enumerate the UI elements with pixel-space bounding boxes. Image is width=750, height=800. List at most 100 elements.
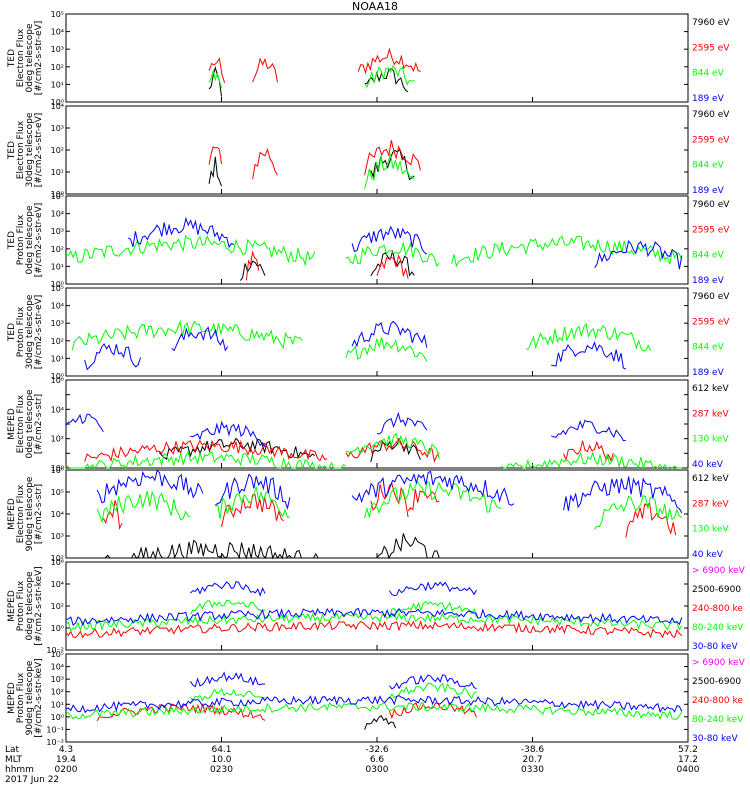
series-trace <box>208 146 222 165</box>
y-tick-label: 10⁴ <box>51 210 64 219</box>
y-axis-label: MEPED <box>7 408 17 440</box>
y-axis-label: 30deg telescope <box>25 112 35 187</box>
series-trace <box>252 147 278 180</box>
x-tick-label-lat: 57.2 <box>678 745 698 755</box>
y-tick-label: 10³ <box>51 45 64 54</box>
y-tick-label: 10⁻² <box>46 646 64 655</box>
legend-entry: > 6900 keV <box>692 566 746 576</box>
series-trace <box>158 437 316 460</box>
series-trace <box>357 47 421 75</box>
y-tick-label: 10² <box>51 337 64 346</box>
x-tick-label-mlt: 20.7 <box>522 755 542 765</box>
y-axis-label: MEPED <box>7 682 17 714</box>
legend-entry: 2595 eV <box>692 225 730 235</box>
y-axis-label: TED <box>7 141 17 160</box>
footer-hhmm-label: hhmm <box>5 765 34 775</box>
y-axis-label: [#/cm2-s-str-eV] <box>34 21 44 96</box>
series-trace <box>102 500 123 530</box>
series-trace <box>551 341 627 370</box>
legend-entry: 612 keV <box>692 384 729 394</box>
series-trace <box>388 701 477 720</box>
legend-entry: 80-240 keV <box>692 623 744 633</box>
series-trace <box>551 419 626 442</box>
y-tick-label: 10⁴ <box>51 580 64 589</box>
y-tick-label: 10⁶ <box>51 376 64 385</box>
series-trace <box>208 69 222 88</box>
panel-frame <box>65 287 689 377</box>
y-tick-label: 10⁰ <box>51 280 64 289</box>
legend-entry: 844 eV <box>692 69 725 79</box>
series-trace <box>189 687 266 704</box>
x-tick-label-hhmm: 0230 <box>210 765 233 775</box>
y-axis-label: Electron Flux <box>16 394 26 453</box>
y-tick-label: 10² <box>51 435 64 444</box>
legend-entry: 287 keV <box>692 409 729 419</box>
panel-frame <box>65 379 689 469</box>
panel-4: 10⁰ 10² 10⁴ 10⁶ MEPED Electron Flux 0deg teles… <box>7 376 729 473</box>
y-tick-label: 10⁴ <box>51 28 64 37</box>
series-trace <box>364 480 502 519</box>
y-tick-label: 10⁰ <box>51 464 64 473</box>
y-axis-label: [#/cm2-s-str-eV] <box>34 203 44 278</box>
y-tick-label: 10¹ <box>51 80 64 89</box>
series-trace <box>389 674 477 690</box>
x-tick-label-lat: -32.6 <box>365 745 389 755</box>
series-trace <box>625 501 677 538</box>
y-tick-label: 10¹ <box>51 262 64 271</box>
x-tick-label-mlt: 19.4 <box>56 755 76 765</box>
series-trace <box>594 239 683 270</box>
series-trace <box>376 533 440 560</box>
series-trace <box>96 490 191 523</box>
legend-entry: 2595 eV <box>692 135 730 145</box>
series-trace <box>351 225 428 255</box>
series-trace <box>526 322 652 352</box>
series-trace <box>65 620 683 639</box>
series-trace <box>370 437 421 463</box>
x-tick-label-mlt: 17.2 <box>678 755 698 765</box>
x-tick-label-hhmm: 0330 <box>521 765 544 775</box>
y-tick-label: 10² <box>51 146 64 155</box>
series-trace <box>84 439 328 462</box>
x-tick-label-mlt: 10.0 <box>211 755 231 765</box>
legend-entry: 189 eV <box>692 368 725 378</box>
legend-entry: > 6900 keV <box>692 658 746 668</box>
series-trace <box>65 607 683 627</box>
y-axis-label: 90deg telescope <box>25 660 35 735</box>
series-trace <box>171 326 229 352</box>
legend-entry: 2595 eV <box>692 43 730 53</box>
y-axis-label: Proton Flux <box>16 580 26 631</box>
legend-entry: 30-80 keV <box>692 642 738 652</box>
y-axis-label: [#/cm2-s-str] <box>34 484 44 544</box>
y-tick-label: 10⁴ <box>51 510 64 519</box>
legend-entry: 844 eV <box>692 343 725 353</box>
y-tick-label: 10² <box>51 63 64 72</box>
series-trace <box>364 714 397 730</box>
series-trace <box>376 254 409 279</box>
y-axis-label: Electron Flux <box>16 120 26 179</box>
legend-entry: 7960 eV <box>692 18 730 28</box>
y-tick-label: 10⁴ <box>51 102 64 111</box>
y-tick-label: 10³ <box>51 319 64 328</box>
legend-entry: 189 eV <box>692 94 725 104</box>
y-tick-label: 10² <box>51 688 64 697</box>
legend-entry: 130 keV <box>692 435 729 445</box>
legend-entry: 7960 eV <box>692 110 730 120</box>
footer-lat-label: Lat <box>5 745 20 755</box>
series-trace <box>190 420 266 448</box>
y-tick-label: 10¹ <box>51 354 64 363</box>
y-tick-label: 10² <box>51 602 64 611</box>
chart-title: NOAA18 <box>352 0 398 13</box>
y-tick-label: 10⁰ <box>51 372 64 381</box>
series-trace <box>208 156 222 187</box>
y-axis-label: TED <box>7 49 17 68</box>
series-trace <box>84 343 142 371</box>
series-trace <box>190 580 266 597</box>
y-tick-label: 10⁵ <box>51 10 64 19</box>
series-trace <box>364 153 415 189</box>
y-axis-label: 0deg telescope <box>25 205 35 275</box>
series-trace <box>221 494 285 528</box>
y-axis-label: Electron Flux <box>16 484 26 543</box>
y-tick-label: 10⁻¹ <box>46 725 64 734</box>
y-axis-label: Proton Flux <box>16 214 26 265</box>
